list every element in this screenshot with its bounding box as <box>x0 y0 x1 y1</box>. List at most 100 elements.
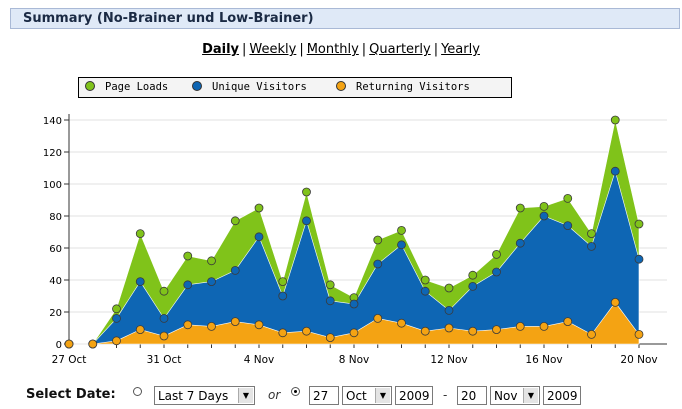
legend-page-loads: Page Loads <box>85 81 168 93</box>
chevron-down-icon: ▼ <box>523 388 538 403</box>
page-loads-point <box>373 235 383 245</box>
page-loads-point <box>207 256 216 266</box>
preset-radio[interactable] <box>133 387 142 396</box>
unique-visitors-point <box>349 299 359 309</box>
returning-visitors-point <box>254 320 264 330</box>
chart-legend: Page Loads Unique Visitors Returning Vis… <box>78 77 512 98</box>
unique-visitors-point <box>159 313 169 323</box>
returning-visitors-point <box>325 333 335 343</box>
from-day-field[interactable]: 27 <box>309 386 339 405</box>
returning-visitors-point <box>610 297 620 307</box>
unique-visitors-point <box>397 240 406 250</box>
y-tick-label: 140 <box>43 116 62 127</box>
page-loads-point <box>610 115 620 125</box>
tab-yearly[interactable]: Yearly <box>441 42 480 57</box>
unique-visitors-point <box>634 254 644 264</box>
from-month-dropdown[interactable]: Oct ▼ <box>342 386 392 405</box>
to-month-value: Nov <box>494 389 518 403</box>
unique-visitors-point <box>468 281 478 291</box>
tab-weekly[interactable]: Weekly <box>249 42 297 57</box>
date-selector: Select Date: Last 7 Days ▼ or 27 Oct ▼ 2… <box>0 382 682 406</box>
y-tick-label: 120 <box>43 148 62 159</box>
legend-label-page-loads: Page Loads <box>105 81 169 93</box>
preset-dropdown[interactable]: Last 7 Days ▼ <box>154 386 255 405</box>
unique-visitors-marker-icon <box>192 81 202 91</box>
to-year-field[interactable]: 2009 <box>543 386 581 405</box>
y-tick-label: 80 <box>49 212 62 223</box>
returning-visitors-point <box>515 321 525 331</box>
tab-daily[interactable]: Daily <box>202 42 240 57</box>
returning-visitors-point <box>112 336 121 346</box>
page-loads-point <box>420 275 430 285</box>
returning-visitors-point <box>587 329 596 339</box>
returning-visitors-point <box>373 313 383 323</box>
page-loads-point <box>302 187 311 197</box>
returning-visitors-point <box>159 331 169 341</box>
x-tick-label: 20 Nov <box>620 354 657 366</box>
unique-visitors-point <box>563 221 573 230</box>
chevron-down-icon: ▼ <box>375 388 390 403</box>
x-tick-label: 27 Oct <box>52 354 87 366</box>
range-dash: - <box>443 388 448 402</box>
page-loads-point <box>112 304 121 314</box>
returning-visitors-point <box>397 318 406 328</box>
legend-label-unique-visitors: Unique Visitors <box>212 81 307 93</box>
tab-monthly[interactable]: Monthly <box>306 42 359 57</box>
page-loads-point <box>278 277 288 287</box>
custom-range-radio[interactable] <box>291 387 300 396</box>
unique-visitors-point <box>492 267 501 277</box>
returning-visitors-point <box>420 326 430 336</box>
returning-visitors-point <box>64 339 74 349</box>
from-year-field[interactable]: 2009 <box>395 386 433 405</box>
unique-visitors-point <box>610 166 620 176</box>
page-loads-point <box>492 249 501 259</box>
to-day-field[interactable]: 20 <box>457 386 487 405</box>
returning-visitors-point <box>468 326 478 336</box>
returning-visitors-point <box>135 325 145 335</box>
page-loads-point <box>515 203 525 213</box>
returning-visitors-point <box>207 321 216 331</box>
returning-visitors-point <box>88 339 98 349</box>
y-tick-label: 40 <box>49 276 62 287</box>
page-loads-point <box>159 286 169 296</box>
page-loads-point <box>587 229 596 239</box>
returning-visitors-point <box>539 321 549 331</box>
page-loads-point <box>325 280 335 290</box>
page-loads-point <box>539 202 549 211</box>
unique-visitors-point <box>230 265 240 275</box>
y-tick-label: 20 <box>49 308 62 319</box>
y-tick-label: 0 <box>56 340 62 351</box>
unique-visitors-point <box>302 216 311 226</box>
unique-visitors-point <box>207 277 216 287</box>
select-date-label: Select Date: <box>26 387 116 402</box>
x-tick-label: 4 Nov <box>244 354 275 366</box>
page-title: Summary (No-Brainer und Low-Brainer) <box>23 11 314 26</box>
page-loads-point <box>183 251 193 261</box>
returning-visitors-point <box>230 317 240 327</box>
legend-returning-visitors: Returning Visitors <box>336 81 470 93</box>
returning-visitors-point <box>349 328 359 338</box>
unique-visitors-point <box>278 291 288 301</box>
returning-visitors-point <box>444 323 454 333</box>
page-loads-point <box>397 225 406 235</box>
page-loads-point <box>634 219 644 229</box>
page-loads-point <box>230 216 240 226</box>
unique-visitors-point <box>183 280 193 290</box>
or-label: or <box>268 388 281 402</box>
unique-visitors-point <box>539 211 549 221</box>
unique-visitors-point <box>135 277 145 287</box>
period-tabs: Daily | Weekly | Monthly | Quarterly | Yearly <box>202 42 480 57</box>
tab-quarterly[interactable]: Quarterly <box>369 42 431 57</box>
to-month-dropdown[interactable]: Nov ▼ <box>490 386 540 405</box>
returning-visitors-marker-icon <box>336 81 346 91</box>
returning-visitors-point <box>492 325 501 335</box>
page-loads-point <box>254 203 264 213</box>
returning-visitors-point <box>302 326 311 336</box>
visitors-area-chart: 0 20 40 60 80 100 120 140 27 Oct 31 Oct 4 Nov 8 Nov… <box>43 114 667 366</box>
unique-visitors-point <box>515 238 525 248</box>
y-tick-label: 100 <box>43 180 62 191</box>
unique-visitors-area <box>69 170 640 345</box>
y-tick-label: 60 <box>49 244 62 255</box>
x-tick-label: 31 Oct <box>147 354 182 366</box>
x-tick-label: 8 Nov <box>339 354 370 366</box>
